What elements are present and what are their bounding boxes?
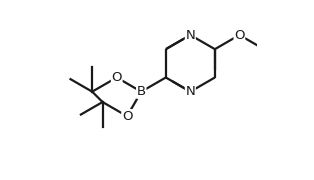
Text: O: O — [122, 110, 132, 123]
Text: B: B — [137, 85, 146, 98]
Text: N: N — [186, 85, 195, 98]
Text: O: O — [234, 28, 245, 42]
Text: N: N — [186, 28, 195, 42]
Text: O: O — [111, 71, 122, 84]
